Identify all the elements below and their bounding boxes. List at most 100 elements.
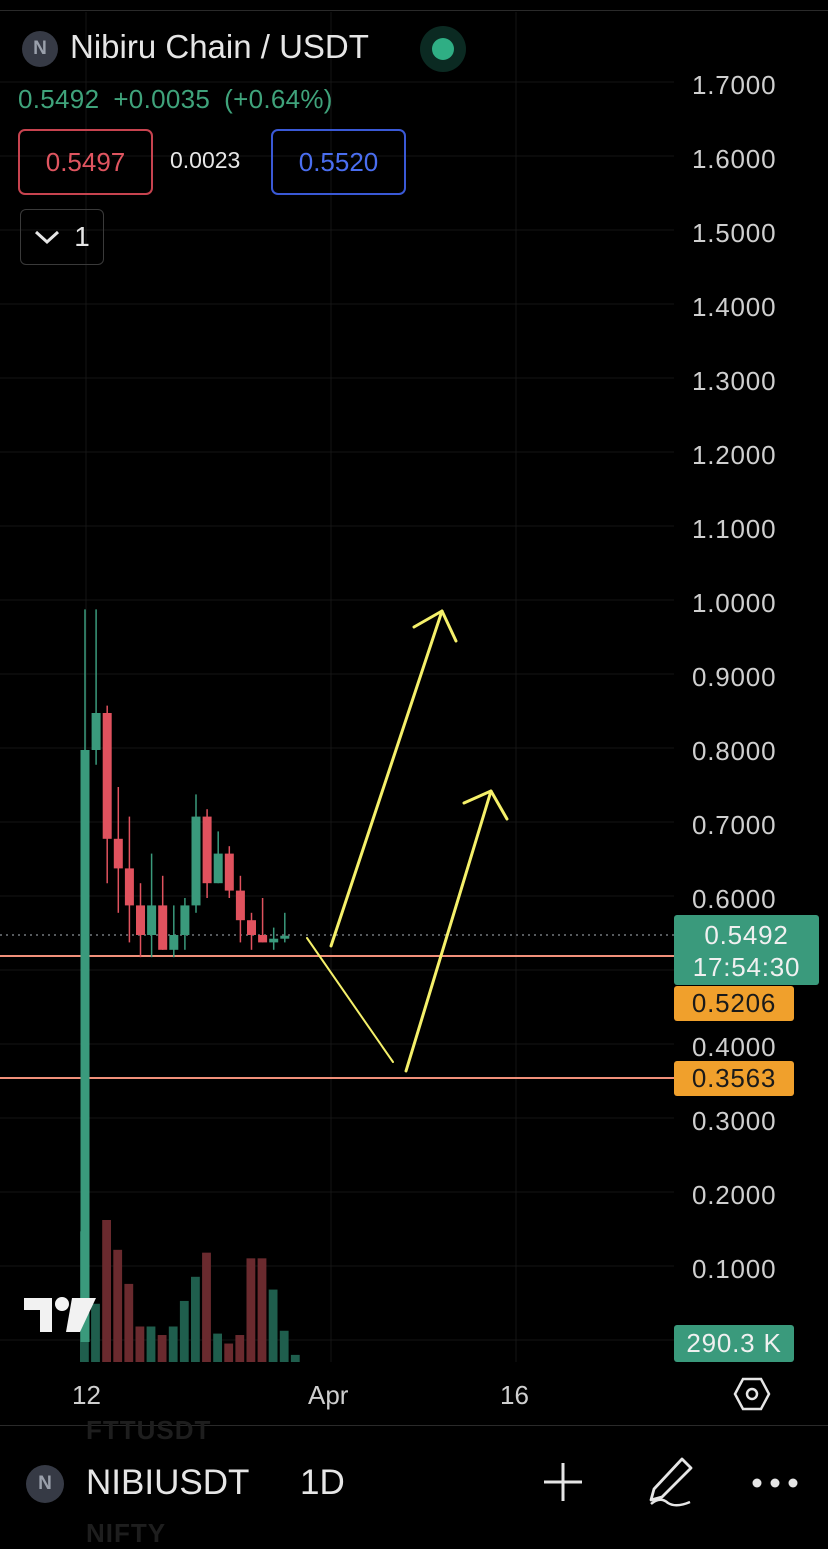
- candle-body: [269, 938, 279, 943]
- price-tick: 0.8000: [692, 736, 777, 766]
- price-tick: 1.6000: [692, 144, 777, 174]
- candle-body: [247, 920, 256, 935]
- candle-body: [202, 816, 212, 884]
- price-level-label[interactable]: 0.3563: [674, 1061, 794, 1096]
- candle-body: [180, 905, 190, 935]
- price-change-pct: (+0.64%): [224, 84, 333, 114]
- bottom-separator: [0, 1425, 828, 1426]
- bottom-symbol-logo[interactable]: N: [26, 1465, 64, 1503]
- price-tick: 1.5000: [692, 218, 777, 248]
- indicator-count: 1: [74, 221, 90, 252]
- volume-bar: [124, 1283, 134, 1362]
- plus-icon[interactable]: [541, 1460, 585, 1504]
- market-status-icon[interactable]: [420, 26, 466, 72]
- price-tick: 1.2000: [692, 440, 777, 470]
- price-tick: 0.3000: [692, 1106, 777, 1136]
- candle-body: [147, 905, 157, 935]
- price-level-label[interactable]: 0.5206: [674, 986, 794, 1021]
- candle-body: [235, 890, 245, 921]
- candle-body: [213, 853, 223, 884]
- chart-grid: [0, 12, 674, 1362]
- volume-bar: [135, 1326, 145, 1362]
- volume-bar: [202, 1252, 211, 1362]
- buy-button[interactable]: 0.5520: [271, 129, 406, 195]
- candle-body: [136, 905, 145, 935]
- candle-body: [91, 713, 101, 750]
- last-price-value: 0.5492: [704, 920, 789, 950]
- up-arrow-head: [412, 609, 458, 643]
- price-change: +0.0035: [113, 84, 211, 114]
- drawing-arrows: [306, 609, 509, 1073]
- volume-bar: [213, 1333, 222, 1362]
- price-tick: 0.1000: [692, 1254, 777, 1284]
- candle-body: [113, 838, 123, 869]
- price-tick: 1.0000: [692, 588, 777, 618]
- settings-icon[interactable]: [733, 1375, 771, 1413]
- price-tick: 0.2000: [692, 1180, 777, 1210]
- volume-label: 290.3 K: [674, 1325, 794, 1362]
- candle-body: [280, 935, 290, 939]
- indicators-toggle-button[interactable]: 1: [20, 209, 104, 265]
- candles: [80, 609, 290, 1342]
- volume-bar: [224, 1343, 234, 1362]
- ghost-symbol: NIFTY: [86, 1518, 167, 1548]
- price-tick: 0.9000: [692, 662, 777, 692]
- volume-bar: [191, 1276, 200, 1362]
- candle-body: [158, 905, 168, 950]
- pencil-icon[interactable]: [646, 1456, 694, 1508]
- candle-body: [191, 816, 201, 906]
- symbol-search-button[interactable]: NIBIUSDT: [86, 1463, 250, 1502]
- price-chart[interactable]: [0, 0, 828, 1425]
- volume-bar: [146, 1326, 156, 1362]
- up-arrow-line: [329, 609, 444, 948]
- candle-body: [169, 935, 179, 950]
- top-border: [0, 10, 828, 11]
- symbol-logo[interactable]: N: [22, 31, 58, 67]
- last-price-label: 0.5492 17:54:30: [674, 915, 819, 985]
- tradingview-logo-icon[interactable]: [22, 1294, 98, 1336]
- up-arrow-line: [404, 789, 493, 1073]
- candle-body: [124, 868, 134, 906]
- price-tick: 0.6000: [692, 884, 777, 914]
- candle-body: [224, 853, 234, 891]
- last-price: 0.5492: [18, 84, 100, 114]
- price-tick: 1.7000: [692, 70, 777, 100]
- quote-line: 0.5492 +0.0035 (+0.64%): [18, 84, 347, 115]
- interval-button[interactable]: 1D: [300, 1463, 345, 1502]
- down-path-line: [306, 937, 394, 1063]
- price-tick: 0.7000: [692, 810, 777, 840]
- price-lines: [0, 934, 674, 1079]
- price-tick: 1.3000: [692, 366, 777, 396]
- sell-button[interactable]: 0.5497: [18, 129, 153, 195]
- candle-body: [258, 935, 268, 943]
- volume-bar: [290, 1354, 300, 1362]
- status-dot: [432, 38, 454, 60]
- spread-value: 0.0023: [170, 147, 241, 173]
- up-arrow-head: [462, 789, 509, 821]
- symbol-title[interactable]: Nibiru Chain / USDT: [70, 28, 369, 65]
- volume-bar: [102, 1220, 111, 1362]
- volume-bar: [246, 1258, 256, 1362]
- volume-bar: [179, 1300, 189, 1362]
- price-tick: 1.4000: [692, 292, 777, 322]
- volume-bar: [257, 1258, 267, 1362]
- volume-bar: [235, 1335, 245, 1362]
- bar-countdown: 17:54:30: [692, 952, 801, 982]
- ghost-symbol: FTTUSDT: [86, 1415, 212, 1445]
- price-tick: 0.4000: [692, 1032, 777, 1062]
- time-tick: Apr: [308, 1380, 349, 1410]
- volume-bar: [279, 1330, 289, 1362]
- chevron-down-icon: [35, 230, 60, 245]
- volume-bar: [268, 1289, 278, 1362]
- price-tick: 1.1000: [692, 514, 777, 544]
- volume-bar: [168, 1326, 178, 1362]
- more-dots-icon[interactable]: [751, 1470, 799, 1496]
- time-tick: 12: [72, 1380, 101, 1410]
- volume-bar: [157, 1335, 167, 1362]
- volume-bar: [91, 1303, 100, 1362]
- candle-body: [102, 713, 112, 839]
- volume-bars: [80, 1220, 300, 1362]
- volume-bar: [113, 1249, 123, 1362]
- time-tick: 16: [500, 1380, 529, 1410]
- candle-body: [80, 750, 90, 1342]
